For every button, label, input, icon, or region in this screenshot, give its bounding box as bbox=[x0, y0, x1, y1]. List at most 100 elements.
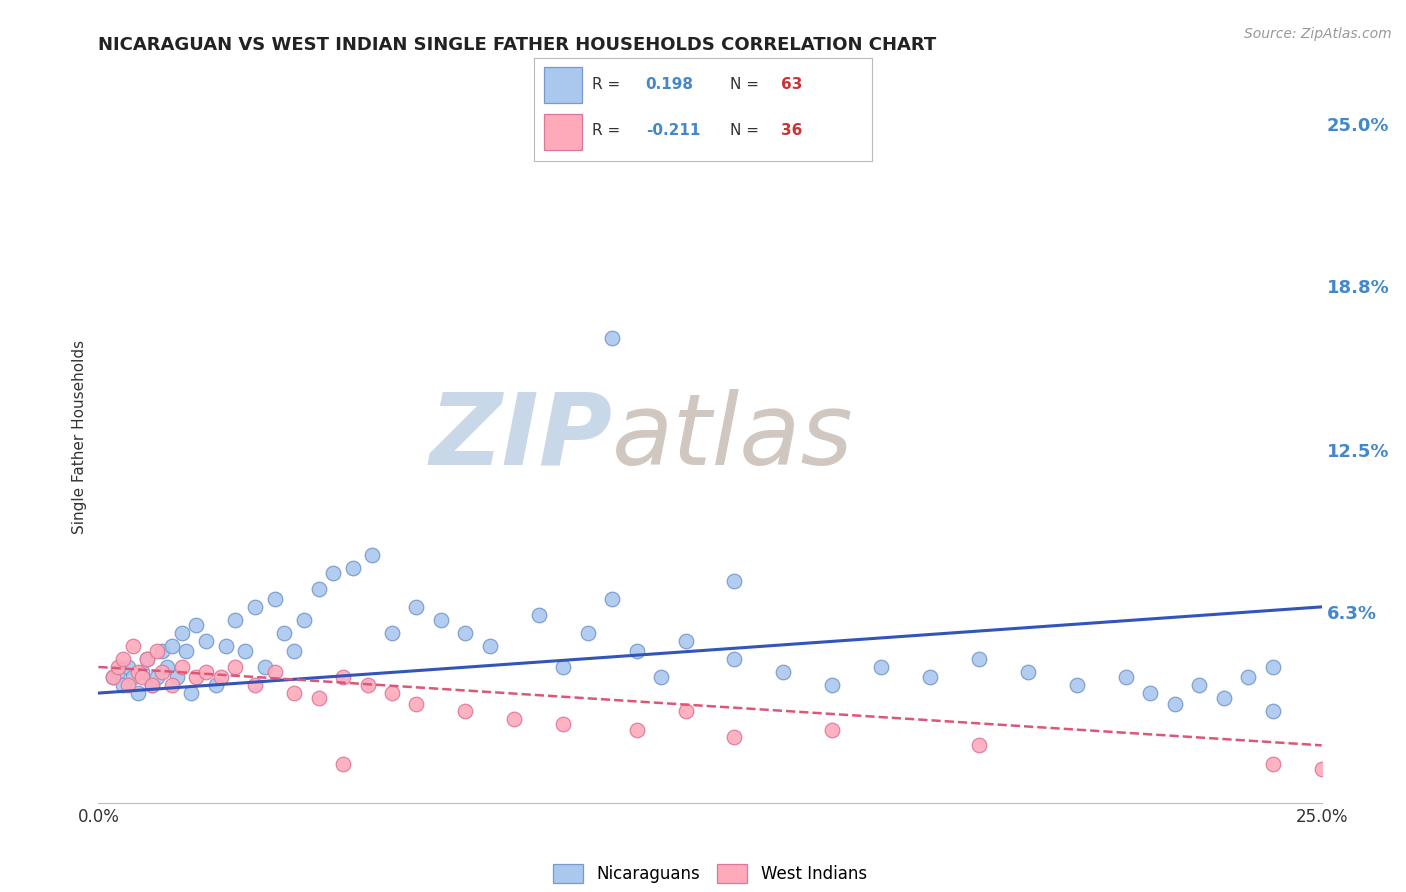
Point bbox=[101, 670, 124, 684]
Point bbox=[356, 678, 378, 692]
Point bbox=[1164, 697, 1187, 711]
Point bbox=[121, 639, 143, 653]
Point bbox=[111, 678, 134, 692]
Point bbox=[332, 670, 354, 684]
Text: -0.211: -0.211 bbox=[645, 123, 700, 137]
Point bbox=[195, 633, 218, 648]
Point bbox=[150, 665, 173, 680]
Point bbox=[263, 592, 285, 607]
Point bbox=[1139, 686, 1161, 700]
Point bbox=[107, 660, 129, 674]
Point bbox=[1310, 762, 1333, 776]
Point bbox=[1066, 678, 1088, 692]
Point bbox=[381, 686, 404, 700]
Text: Source: ZipAtlas.com: Source: ZipAtlas.com bbox=[1244, 27, 1392, 41]
Point bbox=[723, 731, 745, 745]
Point bbox=[1115, 670, 1137, 684]
Point bbox=[675, 705, 697, 719]
Point bbox=[127, 686, 149, 700]
Point bbox=[121, 670, 143, 684]
Text: NICARAGUAN VS WEST INDIAN SINGLE FATHER HOUSEHOLDS CORRELATION CHART: NICARAGUAN VS WEST INDIAN SINGLE FATHER … bbox=[98, 36, 936, 54]
Point bbox=[626, 723, 648, 737]
Legend: Nicaraguans, West Indians: Nicaraguans, West Indians bbox=[547, 857, 873, 889]
Point bbox=[253, 660, 276, 674]
Point bbox=[675, 633, 697, 648]
Text: R =: R = bbox=[592, 123, 624, 137]
Point bbox=[454, 626, 477, 640]
Point bbox=[224, 613, 246, 627]
Point bbox=[243, 599, 266, 614]
Text: N =: N = bbox=[730, 123, 763, 137]
Point bbox=[1261, 705, 1284, 719]
Point bbox=[101, 670, 124, 684]
Point bbox=[160, 678, 183, 692]
Point bbox=[243, 678, 266, 692]
Point bbox=[920, 670, 942, 684]
Point bbox=[361, 548, 384, 562]
Point bbox=[308, 582, 330, 596]
Point bbox=[308, 691, 330, 706]
Point bbox=[527, 607, 550, 622]
Point bbox=[209, 670, 232, 684]
Point bbox=[136, 652, 159, 666]
Point bbox=[170, 660, 193, 674]
Point bbox=[283, 644, 305, 658]
Y-axis label: Single Father Households: Single Father Households bbox=[72, 340, 87, 534]
FancyBboxPatch shape bbox=[544, 114, 582, 150]
Point bbox=[224, 660, 246, 674]
Point bbox=[127, 665, 149, 680]
Point bbox=[292, 613, 315, 627]
Point bbox=[723, 574, 745, 588]
Text: R =: R = bbox=[592, 77, 624, 92]
Point bbox=[176, 644, 198, 658]
Point bbox=[967, 739, 990, 753]
Text: 36: 36 bbox=[780, 123, 801, 137]
Point bbox=[166, 670, 188, 684]
Point bbox=[117, 660, 139, 674]
Text: 0.198: 0.198 bbox=[645, 77, 693, 92]
Point bbox=[600, 592, 623, 607]
Point bbox=[600, 331, 623, 345]
Point bbox=[454, 705, 477, 719]
Point bbox=[263, 665, 285, 680]
Point bbox=[821, 678, 844, 692]
Text: ZIP: ZIP bbox=[429, 389, 612, 485]
Point bbox=[273, 626, 295, 640]
Point bbox=[332, 756, 354, 771]
Point bbox=[195, 665, 218, 680]
Point bbox=[405, 599, 427, 614]
Point bbox=[342, 560, 364, 574]
Text: N =: N = bbox=[730, 77, 763, 92]
Point bbox=[160, 639, 183, 653]
Point bbox=[156, 660, 179, 674]
Point bbox=[117, 678, 139, 692]
Point bbox=[131, 665, 153, 680]
Point bbox=[1261, 756, 1284, 771]
Point bbox=[233, 644, 256, 658]
Point bbox=[553, 660, 575, 674]
Point bbox=[1237, 670, 1260, 684]
Point bbox=[576, 626, 599, 640]
Text: atlas: atlas bbox=[612, 389, 853, 485]
Point bbox=[1188, 678, 1211, 692]
Point bbox=[205, 678, 228, 692]
Point bbox=[478, 639, 501, 653]
Point bbox=[186, 670, 208, 684]
Point bbox=[1261, 660, 1284, 674]
Point bbox=[772, 665, 794, 680]
Point bbox=[650, 670, 672, 684]
Point bbox=[503, 712, 526, 726]
Point bbox=[214, 639, 236, 653]
Point bbox=[150, 644, 173, 658]
Point bbox=[322, 566, 344, 580]
Point bbox=[1017, 665, 1039, 680]
Text: 63: 63 bbox=[780, 77, 801, 92]
Point bbox=[1212, 691, 1234, 706]
Point bbox=[186, 618, 208, 632]
Point bbox=[821, 723, 844, 737]
Point bbox=[170, 626, 193, 640]
Point bbox=[967, 652, 990, 666]
Point bbox=[146, 644, 169, 658]
Point bbox=[180, 686, 202, 700]
Point bbox=[381, 626, 404, 640]
